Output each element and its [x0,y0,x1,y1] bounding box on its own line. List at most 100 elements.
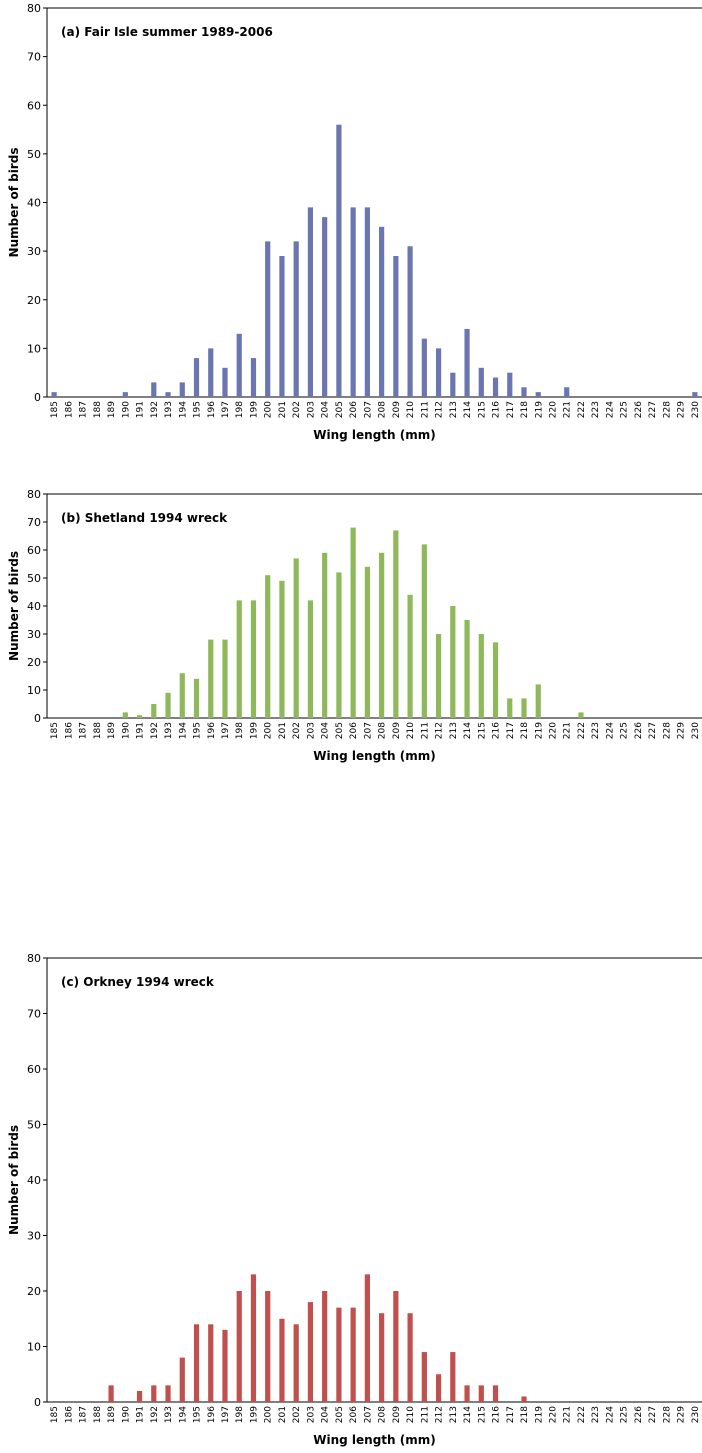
bar [208,1324,214,1402]
x-tick-label: 219 [534,401,544,418]
x-tick-label: 193 [164,722,174,739]
y-tick-label: 40 [27,1174,41,1187]
x-tick-label: 190 [121,1406,131,1423]
x-tick-label: 191 [136,722,146,739]
x-tick-label: 228 [662,722,672,739]
bar [265,1291,271,1402]
x-tick-label: 199 [249,1406,259,1423]
bar [108,1385,114,1402]
bar [336,124,342,397]
x-tick-label: 213 [449,401,459,418]
x-tick-label: 199 [249,722,259,739]
y-tick-label: 80 [27,488,41,501]
bar [421,1352,427,1402]
x-tick-label: 186 [64,401,74,418]
x-tick-label: 223 [591,722,601,739]
x-tick-label: 185 [50,722,60,739]
x-tick-label: 187 [79,1406,89,1423]
bar [350,207,356,397]
x-tick-label: 214 [463,1406,473,1423]
bar [265,575,271,718]
bar [407,246,413,397]
bar [379,552,385,718]
bar [279,1318,285,1402]
bar [478,634,484,718]
x-tick-label: 209 [392,722,402,739]
bar [51,392,57,397]
bar [208,348,214,397]
x-tick-label: 194 [178,722,188,739]
x-tick-label: 217 [506,1406,516,1423]
x-tick-label: 204 [321,722,331,739]
x-tick-label: 220 [548,1406,558,1423]
bar [322,552,328,718]
x-tick-label: 230 [691,722,701,739]
bar [350,527,356,718]
bar [379,1313,385,1402]
bar [464,328,470,397]
x-tick-label: 202 [292,722,302,739]
x-tick-label: 206 [349,401,359,418]
bar [450,606,456,718]
x-tick-label: 206 [349,1406,359,1423]
bar [165,692,171,718]
x-tick-label: 227 [648,401,658,418]
x-tick-label: 185 [50,401,60,418]
bar [279,580,285,718]
bar [151,704,157,718]
x-tick-label: 196 [207,401,217,418]
bar [307,207,314,397]
bar [193,1324,200,1402]
bar [236,600,242,718]
y-tick-label: 80 [27,2,41,15]
x-tick-label: 195 [193,1406,203,1423]
x-tick-label: 226 [634,722,644,739]
y-tick-label: 20 [27,656,41,669]
x-tick-label: 217 [506,722,516,739]
x-tick-label: 207 [363,722,373,739]
x-tick-label: 192 [150,401,160,418]
x-tick-label: 228 [662,1406,672,1423]
bar [379,226,385,397]
x-tick-label: 214 [463,722,473,739]
x-tick-label: 212 [435,401,445,418]
y-tick-label: 60 [27,544,41,557]
bar [564,387,570,397]
x-tick-label: 208 [378,401,388,418]
bar [464,620,470,718]
x-tick-label: 189 [107,722,117,739]
bar [450,1352,456,1402]
bar [478,1385,484,1402]
x-axis-label: Wing length (mm) [313,749,435,763]
x-tick-label: 220 [548,401,558,418]
x-tick-label: 210 [406,1406,416,1423]
x-tick-label: 227 [648,722,658,739]
x-tick-label: 225 [620,722,630,739]
y-tick-label: 40 [27,600,41,613]
x-tick-label: 186 [64,722,74,739]
x-tick-label: 188 [93,401,103,418]
bar [222,639,228,718]
x-tick-label: 190 [121,722,131,739]
y-tick-label: 30 [27,245,41,258]
bar [578,712,584,718]
bar [250,358,257,397]
y-tick-label: 40 [27,197,41,210]
x-tick-label: 215 [477,401,487,418]
x-tick-label: 222 [577,401,587,418]
y-tick-label: 30 [27,1230,41,1243]
x-tick-label: 218 [520,1406,530,1423]
y-axis-label: Number of birds [7,1125,21,1235]
bar [435,1374,442,1402]
x-tick-label: 211 [420,722,430,739]
bar [236,333,242,397]
y-tick-label: 10 [27,342,41,355]
x-tick-label: 187 [79,401,89,418]
y-tick-label: 0 [34,712,41,725]
x-tick-label: 223 [591,1406,601,1423]
x-tick-label: 228 [662,401,672,418]
x-tick-label: 213 [449,722,459,739]
bar [450,372,456,397]
bar [136,1390,143,1402]
x-tick-label: 215 [477,722,487,739]
